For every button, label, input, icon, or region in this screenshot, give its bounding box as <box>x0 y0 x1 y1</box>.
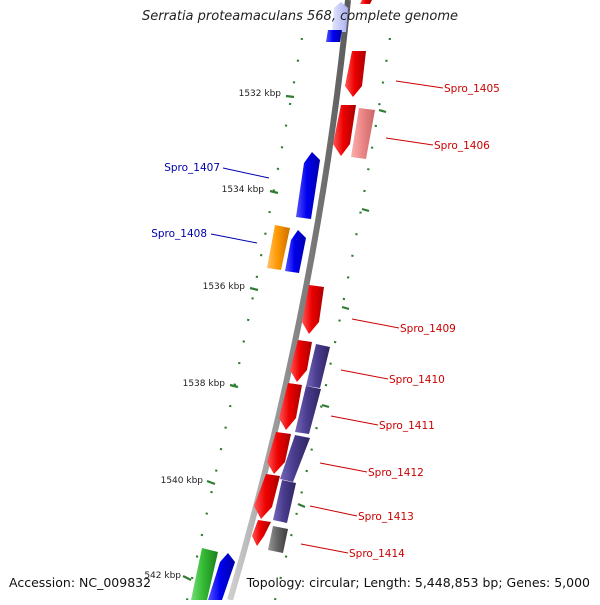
topology-text: Topology: circular; Length: 5,448,853 bp… <box>246 575 590 590</box>
tick-mark <box>249 286 259 292</box>
tick-label-1536kbp: 1536 kbp <box>203 282 246 292</box>
gene-partial-top-red[interactable] <box>360 0 372 4</box>
leader-spro-1410 <box>340 369 389 380</box>
tick-mark <box>378 108 387 114</box>
gene-bottom-green[interactable] <box>191 548 218 600</box>
tick-mark <box>321 403 330 409</box>
gene-bottom-blue[interactable] <box>208 553 235 600</box>
tick-mark <box>297 502 306 509</box>
gene-spro-1408[interactable] <box>285 230 306 273</box>
tick-mark <box>341 305 350 311</box>
gene-spro-1406[interactable] <box>333 105 356 156</box>
tick-labels: 1532 kbp 1534 kbp 1536 kbp 1538 kbp 1540… <box>144 89 281 581</box>
tick-label-1540kbp: 1540 kbp <box>161 476 204 486</box>
leader-spro-1414 <box>300 543 349 554</box>
gene-label-spro-1411[interactable]: Spro_1411 <box>379 420 435 432</box>
tick-label-1534kbp: 1534 kbp <box>222 185 265 195</box>
gene-label-spro-1406[interactable]: Spro_1406 <box>434 140 490 152</box>
leader-spro-1412 <box>319 462 368 473</box>
gene-spro-1410[interactable] <box>290 340 312 382</box>
accession-text: Accession: NC_009832 <box>9 575 152 590</box>
gene-spro-1405[interactable] <box>345 51 366 97</box>
gene-label-spro-1412[interactable]: Spro_1412 <box>368 467 424 479</box>
gene-label-spro-1407[interactable]: Spro_1407 <box>164 162 220 174</box>
tick-mark <box>206 479 216 486</box>
gene-label-spro-1413[interactable]: Spro_1413 <box>358 511 414 523</box>
gene-spro-1412[interactable] <box>267 432 291 474</box>
gene-spro-1411-operon[interactable] <box>295 386 321 434</box>
tick-label-542kbp: 542 kbp <box>144 571 181 581</box>
gene-spro-1414-gray[interactable] <box>268 526 288 553</box>
gene-spro-1412-operon[interactable] <box>280 435 310 482</box>
tick-mark <box>229 383 239 389</box>
gene-label-spro-1410[interactable]: Spro_1410 <box>389 374 445 386</box>
leader-spro-1405 <box>395 80 444 89</box>
leader-spro-1411 <box>330 415 379 426</box>
ticks <box>182 94 387 581</box>
gene-spro-1407[interactable] <box>296 152 320 219</box>
tick-mark <box>269 189 279 195</box>
leader-spro-1408 <box>210 233 258 244</box>
genes <box>191 0 375 600</box>
tick-mark <box>361 207 370 213</box>
leader-spro-1413 <box>309 505 358 517</box>
leader-lines <box>210 80 444 554</box>
gene-partial-top-blue[interactable] <box>326 30 342 42</box>
gene-spro-1413-operon[interactable] <box>273 480 296 523</box>
gene-label-spro-1409[interactable]: Spro_1409 <box>400 323 456 335</box>
leader-spro-1406 <box>385 137 434 146</box>
gene-spro-1406-pale[interactable] <box>351 108 375 159</box>
gene-spro-1414[interactable] <box>252 520 271 546</box>
gene-spro-1408-orange[interactable] <box>267 225 290 270</box>
gene-spro-1410-operon[interactable] <box>306 344 330 388</box>
tick-mark <box>182 575 192 581</box>
gene-spro-1409[interactable] <box>302 285 324 334</box>
gene-partial-top-lightblue[interactable] <box>332 2 348 32</box>
genome-backbone <box>227 0 351 601</box>
leader-spro-1407 <box>222 167 270 179</box>
tick-label-1538kbp: 1538 kbp <box>183 379 226 389</box>
gene-label-spro-1408[interactable]: Spro_1408 <box>151 228 207 240</box>
gene-label-spro-1405[interactable]: Spro_1405 <box>444 83 500 95</box>
leader-spro-1409 <box>351 318 400 329</box>
tick-label-1532kbp: 1532 kbp <box>239 89 282 99</box>
map-title: Serratia proteamaculans 568, complete ge… <box>141 9 459 24</box>
tick-mark <box>285 94 295 99</box>
gene-spro-1413[interactable] <box>254 474 280 519</box>
gene-labels: Spro_1407 Spro_1408 Spro_1405 Spro_1406 … <box>151 83 500 560</box>
gene-label-spro-1414[interactable]: Spro_1414 <box>349 548 405 560</box>
gene-spro-1411[interactable] <box>279 383 302 430</box>
